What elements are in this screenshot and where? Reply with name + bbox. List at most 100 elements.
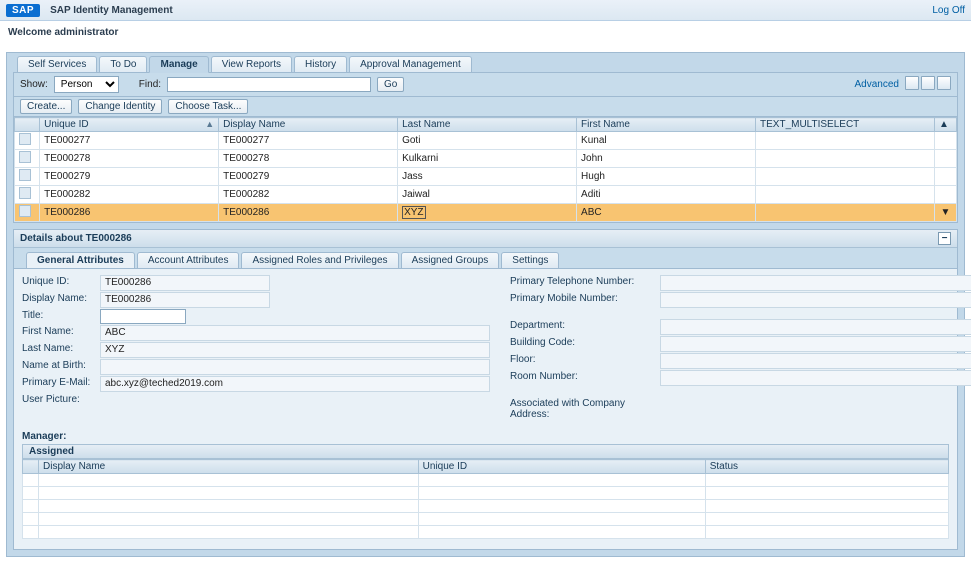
field-label: Display Name:	[22, 292, 100, 308]
assigned-row[interactable]	[23, 513, 949, 526]
table-row[interactable]: TE000279TE000279JassHugh	[15, 168, 957, 186]
logoff-link[interactable]: Log Off	[932, 5, 965, 16]
go-button[interactable]: Go	[377, 77, 404, 92]
manager-label: Manager:	[22, 431, 949, 442]
welcome-text: Welcome administrator	[0, 21, 971, 44]
assigned-col[interactable]: Display Name	[39, 460, 419, 474]
table-row[interactable]: TE000286TE000286XYZABC▼	[15, 204, 957, 222]
advanced-link[interactable]: Advanced	[855, 79, 899, 90]
field-value	[660, 353, 971, 369]
cell: Jaiwal	[398, 186, 577, 204]
field-value: XYZ	[100, 342, 490, 358]
field-label: Name at Birth:	[22, 359, 100, 375]
cell: Hugh	[577, 168, 756, 186]
assigned-sel-header[interactable]	[23, 460, 39, 474]
cell: Kulkarni	[398, 150, 577, 168]
field-value	[660, 336, 971, 352]
field-label: First Name:	[22, 325, 100, 341]
details-tab-settings[interactable]: Settings	[501, 252, 559, 268]
cell	[756, 150, 935, 168]
row-selector[interactable]	[15, 204, 40, 222]
main-tab-view-reports[interactable]: View Reports	[211, 56, 292, 73]
cell: TE000282	[40, 186, 219, 204]
col-display-name[interactable]: Display Name	[219, 118, 398, 132]
toolbar-icons	[903, 76, 951, 93]
collapse-icon[interactable]: −	[938, 232, 951, 245]
details-tab-account-attributes[interactable]: Account Attributes	[137, 252, 240, 268]
cell: TE000279	[219, 168, 398, 186]
field-value: ABC	[100, 325, 490, 341]
col-first-name[interactable]: First Name	[577, 118, 756, 132]
row-selector[interactable]	[15, 150, 40, 168]
row-selector-header[interactable]	[15, 118, 40, 132]
cell: Kunal	[577, 132, 756, 150]
find-input[interactable]	[167, 77, 371, 92]
field-label: Building Code:	[510, 336, 660, 352]
assigned-row[interactable]	[23, 526, 949, 539]
choose-task-button[interactable]: Choose Task...	[168, 99, 248, 114]
col-last-name[interactable]: Last Name	[398, 118, 577, 132]
details-tab-assigned-roles-and-privileges[interactable]: Assigned Roles and Privileges	[241, 252, 398, 268]
col-text_multiselect[interactable]: TEXT_MULTISELECT	[756, 118, 935, 132]
cell: Goti	[398, 132, 577, 150]
field-label: Primary Mobile Number:	[510, 292, 660, 308]
filter-bar: Show: Person Find: Go Advanced	[13, 72, 958, 97]
cell: TE000286	[40, 204, 219, 222]
details-tab-general-attributes[interactable]: General Attributes	[26, 252, 135, 268]
row-selector[interactable]	[15, 186, 40, 204]
main-tab-approval-management[interactable]: Approval Management	[349, 56, 472, 73]
field-label: Unique ID:	[22, 275, 100, 291]
cell: TE000277	[40, 132, 219, 150]
table-row[interactable]: TE000277TE000277GotiKunal	[15, 132, 957, 150]
field-value: TE000286	[100, 292, 270, 308]
details-tabstrip: General AttributesAccount AttributesAssi…	[14, 248, 957, 268]
assigned-row[interactable]	[23, 487, 949, 500]
cell: XYZ	[398, 204, 577, 222]
show-select[interactable]: Person	[54, 76, 119, 93]
cell: Aditi	[577, 186, 756, 204]
main-tab-history[interactable]: History	[294, 56, 347, 73]
main-tab-manage[interactable]: Manage	[149, 56, 208, 73]
details-tab-assigned-groups[interactable]: Assigned Groups	[401, 252, 500, 268]
cell: TE000277	[219, 132, 398, 150]
field-label: Primary E-Mail:	[22, 376, 100, 392]
row-selector[interactable]	[15, 168, 40, 186]
identity-grid: Unique ID▲Display NameLast NameFirst Nam…	[13, 117, 958, 223]
assigned-table: Display NameUnique IDStatus	[22, 459, 949, 539]
table-row[interactable]: TE000282TE000282JaiwalAditi	[15, 186, 957, 204]
change-identity-button[interactable]: Change Identity	[78, 99, 162, 114]
sap-logo: SAP	[6, 4, 40, 17]
field-input[interactable]	[100, 309, 186, 324]
scroll-up-icon[interactable]: ▲	[935, 118, 957, 132]
details-body: Unique ID:TE000286Display Name:TE000286T…	[14, 268, 957, 549]
col-unique-id[interactable]: Unique ID▲	[40, 118, 219, 132]
assigned-col[interactable]: Unique ID	[418, 460, 705, 474]
cell	[756, 204, 935, 222]
scroll-down-icon[interactable]: ▼	[941, 207, 951, 218]
main-panel: Self ServicesTo DoManageView ReportsHist…	[6, 52, 965, 557]
find-label: Find:	[139, 79, 161, 90]
row-selector[interactable]	[15, 132, 40, 150]
field-value	[660, 292, 971, 308]
field-value: abc.xyz@teched2019.com	[100, 376, 490, 392]
field-label: User Picture:	[22, 393, 100, 405]
tool-icon-2[interactable]	[921, 76, 935, 90]
field-label: Title:	[22, 309, 100, 324]
field-label: Room Number:	[510, 370, 660, 386]
tool-icon-1[interactable]	[905, 76, 919, 90]
field-label: Floor:	[510, 353, 660, 369]
cell: TE000278	[40, 150, 219, 168]
assigned-col[interactable]: Status	[705, 460, 948, 474]
tool-icon-3[interactable]	[937, 76, 951, 90]
table-row[interactable]: TE000278TE000278KulkarniJohn	[15, 150, 957, 168]
field-value	[100, 359, 490, 375]
main-tab-to-do[interactable]: To Do	[99, 56, 147, 73]
assigned-row[interactable]	[23, 474, 949, 487]
main-tab-self-services[interactable]: Self Services	[17, 56, 97, 73]
create-button[interactable]: Create...	[20, 99, 72, 114]
cell: TE000279	[40, 168, 219, 186]
field-value	[660, 370, 971, 386]
field-label: Primary Telephone Number:	[510, 275, 660, 291]
cell: TE000278	[219, 150, 398, 168]
assigned-row[interactable]	[23, 500, 949, 513]
